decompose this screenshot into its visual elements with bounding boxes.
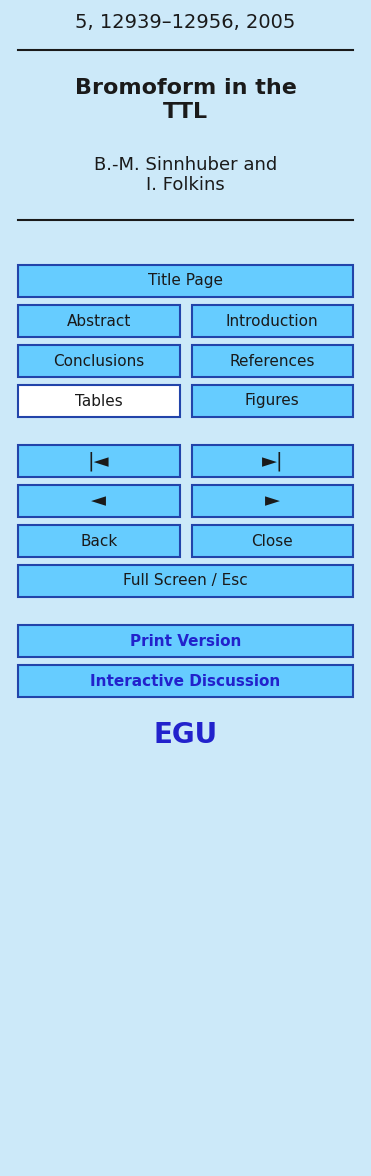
- FancyBboxPatch shape: [18, 265, 353, 298]
- FancyBboxPatch shape: [18, 485, 180, 517]
- Text: Interactive Discussion: Interactive Discussion: [91, 674, 280, 688]
- FancyBboxPatch shape: [18, 524, 180, 557]
- Text: Close: Close: [252, 534, 293, 548]
- FancyBboxPatch shape: [18, 624, 353, 657]
- Text: References: References: [230, 354, 315, 368]
- Text: 5, 12939–12956, 2005: 5, 12939–12956, 2005: [75, 13, 296, 32]
- Text: Conclusions: Conclusions: [53, 354, 144, 368]
- Text: B.-M. Sinnhuber and
I. Folkins: B.-M. Sinnhuber and I. Folkins: [94, 155, 277, 194]
- Text: ►: ►: [265, 492, 280, 510]
- FancyBboxPatch shape: [18, 345, 180, 377]
- FancyBboxPatch shape: [18, 305, 180, 338]
- Text: Full Screen / Esc: Full Screen / Esc: [123, 574, 248, 588]
- Text: Bromoform in the
TTL: Bromoform in the TTL: [75, 79, 296, 121]
- Text: |◄: |◄: [88, 452, 109, 470]
- FancyBboxPatch shape: [18, 664, 353, 697]
- FancyBboxPatch shape: [191, 524, 353, 557]
- FancyBboxPatch shape: [18, 385, 180, 417]
- Text: Figures: Figures: [245, 394, 300, 408]
- Text: Print Version: Print Version: [130, 634, 241, 648]
- Text: Title Page: Title Page: [148, 274, 223, 288]
- Text: Abstract: Abstract: [66, 314, 131, 328]
- Text: Introduction: Introduction: [226, 314, 319, 328]
- Text: ◄: ◄: [91, 492, 106, 510]
- FancyBboxPatch shape: [191, 385, 353, 417]
- Text: Tables: Tables: [75, 394, 123, 408]
- Text: EGU: EGU: [154, 721, 217, 749]
- FancyBboxPatch shape: [18, 445, 180, 477]
- Text: Back: Back: [80, 534, 117, 548]
- FancyBboxPatch shape: [191, 345, 353, 377]
- FancyBboxPatch shape: [18, 564, 353, 597]
- FancyBboxPatch shape: [191, 445, 353, 477]
- Text: ►|: ►|: [262, 452, 283, 470]
- FancyBboxPatch shape: [191, 305, 353, 338]
- FancyBboxPatch shape: [191, 485, 353, 517]
